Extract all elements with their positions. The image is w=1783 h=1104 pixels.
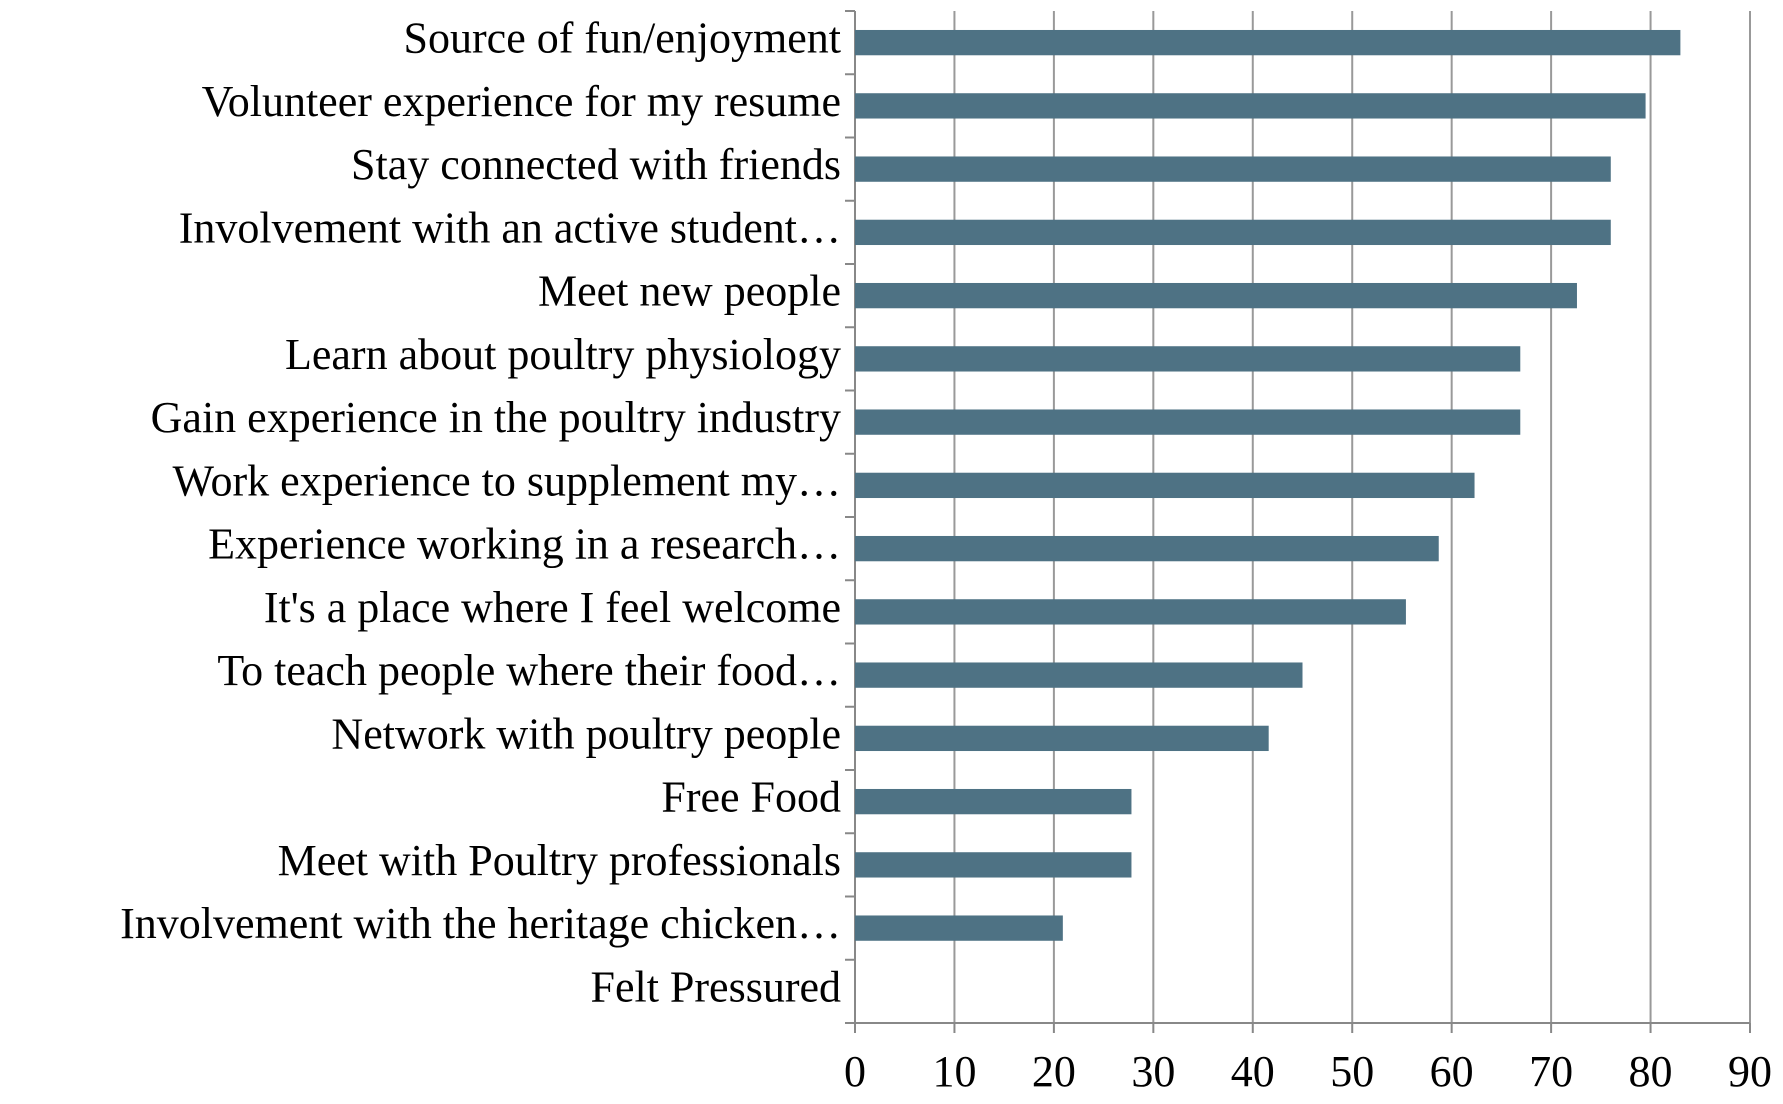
x-tick-label: 10 bbox=[932, 1047, 976, 1096]
bar bbox=[855, 599, 1406, 625]
y-tick-label: Felt Pressured bbox=[590, 962, 841, 1011]
x-tick-label: 0 bbox=[844, 1047, 866, 1096]
x-tick-label: 20 bbox=[1032, 1047, 1076, 1096]
bar bbox=[855, 29, 1681, 56]
x-tick-label: 40 bbox=[1231, 1047, 1275, 1096]
y-tick-label: Work experience to supplement my… bbox=[173, 456, 842, 505]
bar bbox=[855, 282, 1577, 309]
x-tick-label: 80 bbox=[1629, 1047, 1673, 1096]
y-tick-label: Involvement with the heritage chicken… bbox=[120, 899, 841, 948]
x-tick-label: 60 bbox=[1430, 1047, 1474, 1096]
y-tick-label: Involvement with an active student… bbox=[179, 203, 841, 252]
y-tick-label: Meet with Poultry professionals bbox=[278, 836, 841, 885]
y-tick-label: Stay connected with friends bbox=[351, 140, 841, 189]
y-tick-label: Volunteer experience for my resume bbox=[202, 77, 841, 126]
y-tick-label: Gain experience in the poultry industry bbox=[151, 393, 841, 442]
y-tick-label: Free Food bbox=[661, 773, 841, 822]
bar bbox=[855, 219, 1611, 246]
bar bbox=[855, 409, 1521, 435]
y-tick-label: Meet new people bbox=[538, 267, 841, 316]
y-tick-label: Network with poultry people bbox=[331, 709, 841, 758]
bar bbox=[855, 472, 1475, 499]
bar bbox=[855, 535, 1439, 562]
x-tick-label: 30 bbox=[1131, 1047, 1175, 1096]
y-tick-label: It's a place where I feel welcome bbox=[264, 583, 841, 632]
y-tick-label: Learn about poultry physiology bbox=[285, 330, 841, 379]
bar bbox=[855, 725, 1269, 752]
x-tick-label: 90 bbox=[1728, 1047, 1772, 1096]
bar bbox=[855, 915, 1063, 941]
bar bbox=[855, 93, 1646, 119]
bar bbox=[855, 346, 1521, 372]
bar bbox=[855, 788, 1132, 815]
x-tick-label: 70 bbox=[1529, 1047, 1573, 1096]
y-tick-label: To teach people where their food… bbox=[217, 646, 841, 695]
bar bbox=[855, 156, 1611, 182]
y-tick-label: Experience working in a research… bbox=[208, 520, 841, 569]
bar bbox=[855, 662, 1303, 688]
bar bbox=[855, 852, 1132, 878]
y-tick-label: Source of fun/enjoyment bbox=[404, 14, 841, 63]
x-tick-label: 50 bbox=[1330, 1047, 1374, 1096]
